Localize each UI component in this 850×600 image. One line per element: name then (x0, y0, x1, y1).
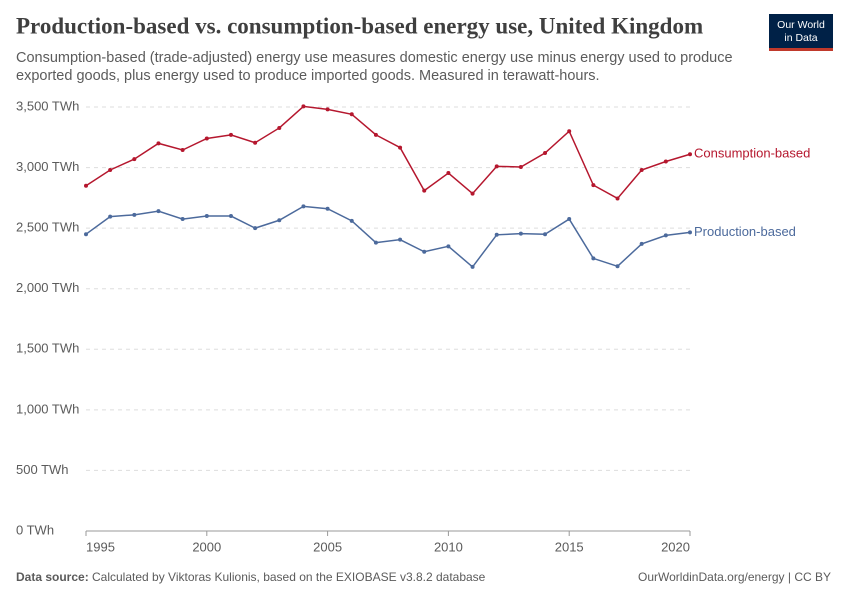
data-point (446, 244, 451, 249)
data-point (156, 209, 161, 214)
data-point (180, 148, 185, 153)
data-point (180, 217, 185, 222)
data-point (688, 230, 692, 235)
data-point (543, 151, 548, 156)
data-point (301, 104, 306, 109)
data-point (325, 206, 330, 211)
data-point (518, 231, 523, 236)
data-point (398, 237, 403, 242)
series-line (85, 105, 691, 200)
data-point (398, 145, 403, 150)
subtitle: exported goods, plus energy used to prod… (16, 68, 600, 84)
data-point (373, 240, 378, 245)
data-point (108, 214, 113, 219)
series-label: Consumption-based (694, 146, 810, 161)
data-point (663, 233, 668, 238)
x-tick-label: 2000 (192, 539, 221, 554)
data-point (494, 232, 499, 237)
data-point (543, 232, 548, 237)
logo-box (769, 14, 833, 50)
x-tick-label: 2005 (313, 539, 342, 554)
data-point (325, 107, 330, 112)
series-line (85, 205, 691, 268)
x-tick-label: 2010 (434, 539, 463, 554)
data-point (639, 241, 644, 246)
data-point (253, 140, 258, 145)
data-point (277, 218, 282, 223)
data-point (204, 214, 209, 219)
y-tick-label: 2,500 TWh (16, 220, 79, 235)
data-point (253, 226, 258, 231)
y-tick-label: 1,500 TWh (16, 341, 79, 356)
data-point (567, 129, 572, 134)
data-point (301, 204, 306, 209)
data-point (518, 164, 523, 169)
data-point (204, 136, 209, 141)
data-point (470, 191, 475, 196)
data-point (84, 183, 88, 188)
x-tick-label: 1995 (86, 539, 115, 554)
data-point (277, 125, 282, 130)
data-point (615, 196, 620, 201)
y-tick-label: 3,500 TWh (16, 98, 79, 113)
data-point (84, 232, 88, 237)
x-tick-label: 2020 (661, 539, 690, 554)
data-point (108, 167, 113, 172)
data-point (591, 256, 596, 261)
y-tick-label: 2,000 TWh (16, 280, 79, 295)
y-tick-label: 500 TWh (16, 462, 69, 477)
data-point (228, 214, 233, 219)
y-tick-label: 3,000 TWh (16, 159, 79, 174)
data-point (615, 264, 620, 269)
logo-text: Our World (777, 19, 825, 31)
source-label: Data source: (16, 570, 89, 584)
license: OurWorldinData.org/energy | CC BY (638, 570, 831, 584)
series-label: Production-based (694, 224, 796, 239)
data-point (228, 132, 233, 137)
data-point (373, 132, 378, 137)
data-point (446, 171, 451, 176)
data-point (567, 217, 572, 222)
data-point (156, 141, 161, 146)
source: Calculated by Viktoras Kulionis, based o… (92, 570, 486, 584)
data-point (422, 188, 427, 193)
data-point (591, 183, 596, 188)
x-tick-label: 2015 (555, 539, 584, 554)
data-point (494, 164, 499, 169)
data-point (639, 167, 644, 172)
y-tick-label: 1,000 TWh (16, 401, 79, 416)
data-point (132, 157, 137, 162)
y-tick-label: 0 TWh (16, 522, 54, 537)
subtitle: Consumption-based (trade-adjusted) energ… (16, 50, 733, 66)
logo-text: in Data (784, 32, 817, 44)
data-point (132, 212, 137, 217)
logo-bar (769, 48, 833, 51)
data-point (688, 152, 692, 157)
data-point (470, 264, 475, 269)
data-point (349, 218, 354, 223)
data-point (422, 249, 427, 254)
chart-title: Production-based vs. consumption-based e… (16, 13, 703, 38)
data-point (349, 112, 354, 117)
data-point (663, 159, 668, 164)
